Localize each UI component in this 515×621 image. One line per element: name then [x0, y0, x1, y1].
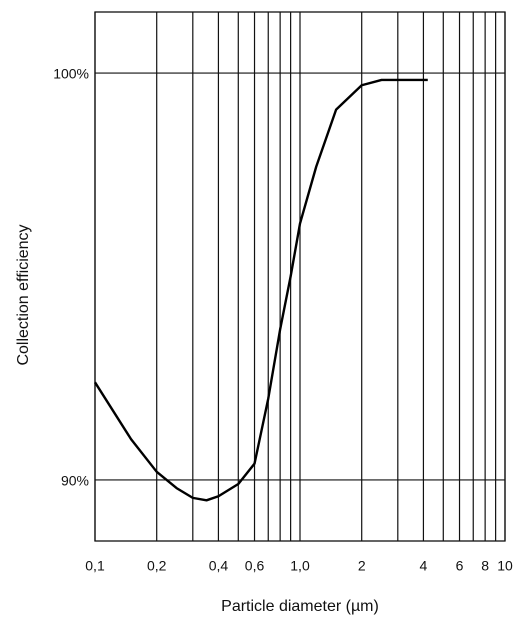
chart: Particle diameter (µm) Collection effici… [0, 0, 515, 621]
efficiency-curve [95, 80, 428, 500]
x-tick-label: 0,6 [245, 558, 265, 574]
page: Particle diameter (µm) Collection effici… [0, 0, 515, 621]
x-tick-label: 0,4 [209, 558, 229, 574]
y-tick-label: 100% [53, 66, 89, 82]
y-axis-title: Collection efficiency [15, 224, 32, 365]
x-tick-label: 10 [497, 558, 513, 574]
y-tick-label: 90% [61, 473, 89, 489]
x-tick-label: 0,2 [147, 558, 167, 574]
x-tick-label: 6 [456, 558, 464, 574]
x-tick-label: 8 [481, 558, 489, 574]
x-tick-label: 1,0 [290, 558, 310, 574]
x-axis-title: Particle diameter (µm) [221, 598, 379, 615]
x-tick-label: 0,1 [85, 558, 105, 574]
x-tick-label: 2 [358, 558, 366, 574]
x-tick-label: 4 [420, 558, 428, 574]
